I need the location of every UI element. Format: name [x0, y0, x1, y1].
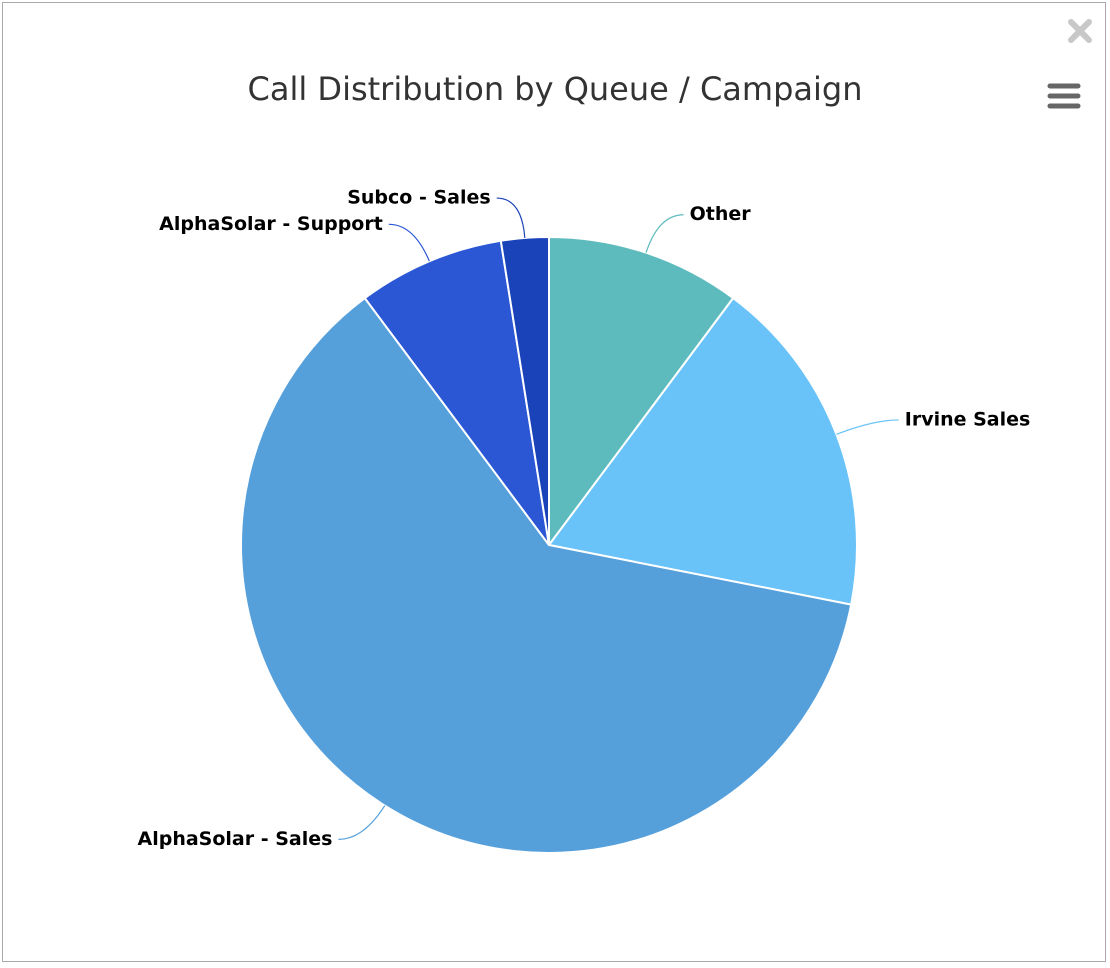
slice-label: Subco - Sales	[347, 187, 490, 209]
pie-slice	[363, 239, 550, 546]
connector	[836, 419, 899, 435]
close-icon[interactable]	[1068, 19, 1092, 43]
connector	[496, 197, 526, 238]
slice-label: Other	[690, 203, 752, 225]
connector	[645, 214, 684, 253]
connector	[388, 223, 430, 262]
chart-title: Call Distribution by Queue / Campaign	[248, 70, 863, 108]
slice-label: AlphaSolar - Sales	[138, 828, 333, 850]
close-button[interactable]	[1068, 19, 1092, 43]
slice-label: AlphaSolar - Support	[159, 213, 383, 235]
slice-label: Irvine Sales	[905, 408, 1031, 430]
pie-slice	[240, 296, 853, 854]
connector	[338, 805, 386, 841]
menu-button[interactable]	[1047, 83, 1081, 109]
